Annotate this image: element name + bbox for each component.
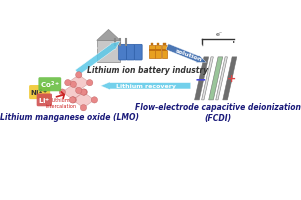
FancyBboxPatch shape: [163, 44, 166, 46]
Polygon shape: [209, 58, 223, 100]
Circle shape: [80, 89, 87, 96]
Polygon shape: [97, 30, 120, 41]
Text: $\mathbf{Ni^{2+}}$: $\mathbf{Ni^{2+}}$: [30, 87, 49, 98]
Text: −: −: [195, 72, 207, 86]
FancyBboxPatch shape: [119, 45, 126, 61]
Text: $\mathbf{Li^{+}}$: $\mathbf{Li^{+}}$: [38, 95, 51, 105]
Point: [118, 45, 122, 47]
Polygon shape: [75, 42, 120, 76]
Circle shape: [70, 97, 76, 104]
Text: $\mathbf{Co^{2+}}$: $\mathbf{Co^{2+}}$: [40, 79, 60, 90]
Text: e⁻: e⁻: [216, 32, 223, 37]
Text: Lithium
intercalation: Lithium intercalation: [45, 97, 76, 108]
Circle shape: [70, 82, 76, 88]
Polygon shape: [73, 93, 95, 108]
Polygon shape: [62, 85, 84, 100]
Text: Flow-electrode capacitive deionization
(FCDI): Flow-electrode capacitive deionization (…: [135, 103, 301, 122]
Circle shape: [76, 72, 82, 79]
FancyBboxPatch shape: [151, 44, 153, 46]
Polygon shape: [162, 50, 167, 51]
Polygon shape: [68, 75, 90, 91]
Point: [124, 38, 128, 41]
Text: Spent
battery
solution: Spent battery solution: [175, 37, 207, 62]
FancyBboxPatch shape: [162, 46, 167, 59]
Text: Lithium recovery: Lithium recovery: [116, 84, 176, 89]
Polygon shape: [223, 58, 237, 100]
Polygon shape: [194, 58, 209, 100]
Point: [124, 45, 128, 47]
Circle shape: [65, 80, 71, 86]
Circle shape: [59, 89, 65, 96]
Circle shape: [91, 97, 98, 104]
Point: [113, 45, 116, 47]
Point: [113, 38, 116, 41]
FancyBboxPatch shape: [97, 41, 120, 63]
Point: [118, 38, 122, 41]
Polygon shape: [155, 50, 161, 51]
Text: +: +: [227, 74, 236, 84]
Circle shape: [80, 105, 87, 111]
Text: Lithium
supply: Lithium supply: [76, 37, 101, 65]
Circle shape: [87, 80, 93, 86]
Polygon shape: [216, 58, 228, 100]
FancyBboxPatch shape: [149, 46, 155, 59]
Text: Lithium manganese oxide (LMO): Lithium manganese oxide (LMO): [0, 112, 139, 121]
Polygon shape: [202, 58, 213, 100]
Circle shape: [76, 88, 82, 94]
FancyBboxPatch shape: [126, 45, 134, 61]
Circle shape: [69, 97, 76, 104]
FancyBboxPatch shape: [157, 44, 159, 46]
Circle shape: [81, 89, 87, 96]
Text: Lithium ion battery industry: Lithium ion battery industry: [87, 65, 208, 74]
Polygon shape: [101, 82, 191, 90]
FancyBboxPatch shape: [155, 46, 161, 59]
FancyBboxPatch shape: [134, 45, 142, 61]
Polygon shape: [149, 50, 155, 51]
Polygon shape: [166, 45, 206, 63]
